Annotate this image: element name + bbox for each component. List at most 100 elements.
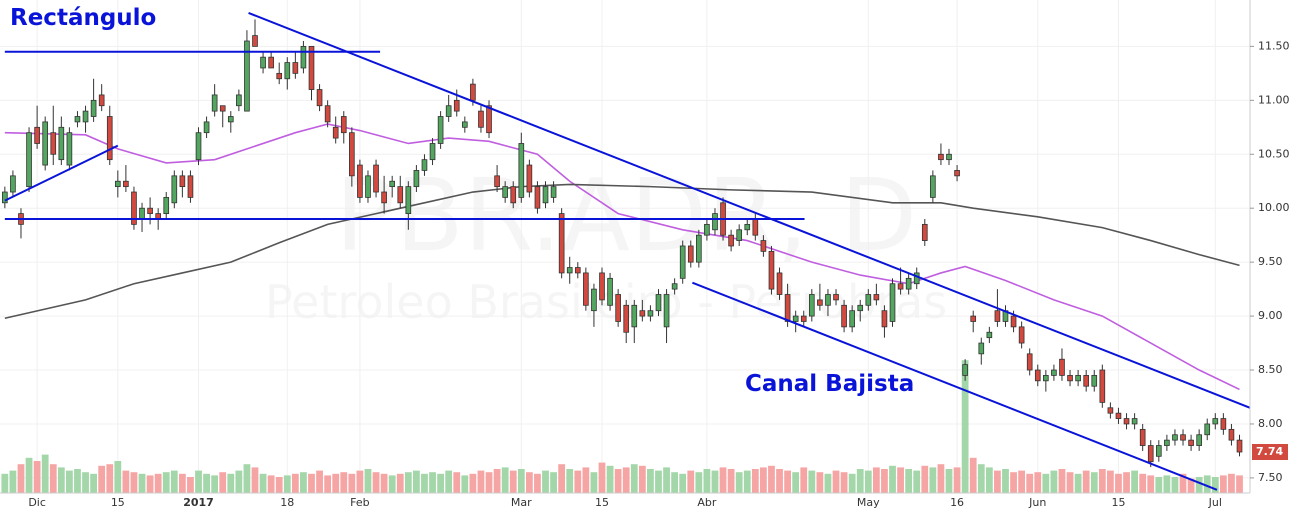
candle-body	[413, 170, 420, 188]
volume-bar	[743, 470, 751, 493]
candle-body	[227, 116, 234, 123]
candle-body	[308, 45, 315, 90]
volume-bar	[751, 469, 759, 493]
candle-body	[833, 294, 839, 301]
volume-bar	[195, 470, 202, 493]
y-tick-label: 10.50	[1258, 147, 1290, 160]
candle-body	[139, 207, 145, 220]
volume-bar	[259, 473, 267, 493]
volume-bar	[388, 475, 396, 493]
candle-body	[461, 121, 468, 128]
volume-bar	[25, 457, 33, 493]
volume-bar	[275, 477, 283, 493]
candle-body	[687, 245, 694, 263]
y-tick-label: 11.00	[1258, 93, 1290, 106]
candle-body	[639, 310, 646, 317]
candle-body	[873, 294, 880, 301]
candle-body	[1172, 434, 1178, 441]
candle-body	[534, 186, 541, 209]
volume-bar	[283, 475, 291, 493]
candle-body	[905, 277, 912, 290]
volume-bar	[1042, 473, 1050, 493]
volume-bar	[816, 472, 824, 493]
x-tick-label: Jun	[1028, 496, 1046, 509]
candle-body	[478, 110, 484, 128]
candle-body	[106, 116, 113, 161]
volume-bar	[98, 465, 106, 493]
candle-body	[373, 164, 379, 193]
candle-body	[1115, 412, 1122, 419]
volume-bar	[953, 467, 961, 493]
volume-bar	[679, 473, 687, 493]
candle-body	[607, 277, 613, 306]
volume-bar	[429, 472, 436, 493]
volume-bar	[534, 473, 541, 493]
volume-bar	[1203, 475, 1211, 493]
volume-bar	[1139, 473, 1147, 493]
volume-bar	[558, 464, 566, 493]
candle-body	[131, 191, 137, 225]
candle-body	[825, 294, 831, 306]
volume-bar	[90, 473, 97, 493]
volume-bar	[1098, 469, 1106, 493]
candle-body	[292, 62, 299, 74]
candle-body	[82, 110, 89, 123]
candle-body	[1034, 369, 1041, 382]
x-tick-label: 15	[1111, 496, 1125, 509]
candle-body	[284, 62, 291, 80]
candle-body	[978, 342, 985, 355]
candle-body	[74, 116, 81, 123]
volume-bar	[638, 465, 646, 493]
volume-bar	[800, 467, 808, 493]
last-price-badge	[1252, 444, 1288, 461]
candle-body	[10, 175, 16, 193]
volume-bar	[493, 469, 501, 493]
candle-body	[26, 132, 32, 188]
volume-bar	[1115, 473, 1122, 493]
trend-line	[4, 144, 119, 202]
candle-body	[921, 223, 928, 241]
candle-body	[42, 121, 49, 166]
volume-bar	[1058, 469, 1066, 493]
candle-body	[728, 234, 734, 247]
volume-bar	[1195, 477, 1203, 493]
volume-bar	[1066, 472, 1074, 493]
volume-bar	[461, 475, 469, 493]
candle-body	[696, 234, 702, 263]
volume-bar	[421, 473, 428, 493]
volume-bar	[469, 473, 477, 493]
candle-body	[1147, 445, 1154, 463]
candle-body	[1188, 439, 1194, 446]
candle-body	[962, 364, 968, 376]
volume-bar	[251, 467, 259, 493]
candle-body	[1228, 428, 1235, 441]
volume-bar	[792, 472, 800, 493]
candle-body	[671, 283, 678, 290]
candle-body	[260, 56, 266, 69]
volume-bar	[162, 472, 170, 493]
candle-body	[50, 132, 57, 155]
volume-bar	[41, 454, 49, 493]
candle-body	[268, 56, 274, 69]
volume-bar	[17, 464, 25, 493]
candle-body	[679, 245, 686, 279]
moving-average	[4, 123, 1240, 391]
candle-body	[211, 94, 218, 112]
candle-body	[437, 116, 444, 144]
candle-body	[1075, 375, 1081, 382]
volume-bar	[146, 475, 154, 493]
candle-body	[518, 143, 525, 198]
volume-bar	[598, 462, 606, 493]
volume-bar	[57, 467, 65, 493]
candle-body	[849, 310, 855, 328]
candle-body	[784, 294, 791, 322]
candle-body	[1180, 434, 1186, 441]
volume-bar	[404, 472, 412, 493]
candle-body	[203, 121, 210, 134]
candle-body	[566, 267, 573, 274]
candle-body	[970, 315, 977, 322]
volume-bar	[848, 473, 856, 493]
volume-bar	[203, 473, 210, 493]
volume-bar	[881, 469, 888, 493]
candle-body	[946, 153, 952, 161]
